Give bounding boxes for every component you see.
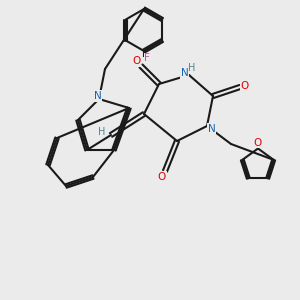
Text: H: H <box>188 63 196 74</box>
Text: O: O <box>240 80 249 91</box>
Text: N: N <box>208 124 215 134</box>
Text: F: F <box>144 53 150 64</box>
Text: H: H <box>98 127 106 137</box>
Text: N: N <box>181 68 188 79</box>
Text: O: O <box>132 56 141 67</box>
Text: O: O <box>158 172 166 182</box>
Text: O: O <box>254 137 262 148</box>
Text: N: N <box>94 91 101 101</box>
